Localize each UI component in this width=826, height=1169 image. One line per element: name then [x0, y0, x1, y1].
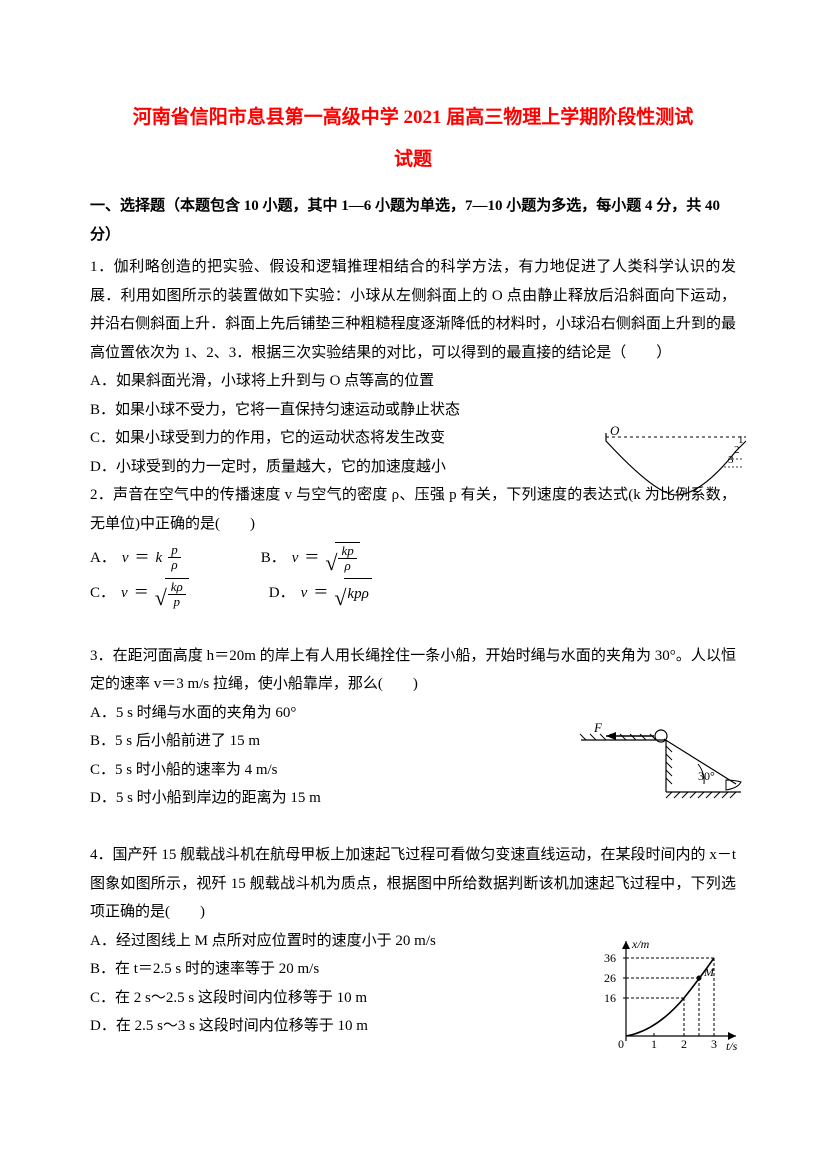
svg-text:F: F	[593, 722, 603, 735]
svg-text:O: O	[610, 423, 620, 438]
svg-text:3: 3	[728, 454, 734, 466]
question-3: 3．在距河面高度 h＝20m 的岸上有人用长绳拴住一条小船，开始时绳与水面的夹角…	[90, 642, 736, 813]
q2-options-row1: A．v＝kpρ B．v＝√kpρ	[90, 542, 736, 574]
svg-text:3: 3	[711, 1037, 717, 1051]
question-2: 2．声音在空气中的传播速度 v 与空气的密度 ρ、压强 p 有关，下列速度的表达…	[90, 481, 736, 609]
svg-text:16: 16	[604, 991, 616, 1005]
q2-option-b: B．v＝√kpρ	[261, 542, 360, 574]
svg-text:2: 2	[734, 444, 740, 456]
svg-text:t/s: t/s	[726, 1039, 738, 1053]
q1-option-b: B．如果小球不受力，它将一直保持匀速运动或静止状态	[90, 396, 736, 425]
doc-title: 河南省信阳市息县第一高级中学 2021 届高三物理上学期阶段性测试	[90, 100, 736, 136]
q3-stem: 3．在距河面高度 h＝20m 的岸上有人用长绳拴住一条小船，开始时绳与水面的夹角…	[90, 642, 736, 699]
svg-text:x/m: x/m	[631, 937, 650, 951]
svg-text:26: 26	[604, 971, 616, 985]
svg-text:0: 0	[618, 1037, 624, 1051]
svg-text:1: 1	[651, 1037, 657, 1051]
q4-figure: x/m t/s 36 26 16 0 1 2 3	[596, 936, 746, 1056]
q2-option-d: D．v＝√kpρ	[269, 578, 372, 609]
q4-option-c: C．在 2 s～2.5 s 这段时间内位移等于 10 m	[90, 984, 510, 1013]
svg-text:30°: 30°	[698, 769, 715, 783]
q4-option-a: A．经过图线上 M 点所对应位置时的速度小于 20 m/s	[90, 927, 510, 956]
q4-option-b: B．在 t＝2.5 s 时的速率等于 20 m/s	[90, 955, 510, 984]
doc-subtitle: 试题	[90, 142, 736, 178]
q4-stem: 4．国产歼 15 舰载战斗机在航母甲板上加速起飞过程可看做匀变速直线运动，在某段…	[90, 841, 736, 927]
q3-figure: F 30°	[576, 722, 746, 812]
q1-stem: 1．伽利略创造的把实验、假设和逻辑推理相结合的科学方法，有力地促进了人类科学认识…	[90, 253, 736, 367]
q2-option-c: C．v＝√kρp	[90, 578, 189, 610]
svg-text:2: 2	[681, 1037, 687, 1051]
section-header: 一、选择题（本题包含 10 小题，其中 1—6 小题为单选，7—10 小题为多选…	[90, 192, 736, 249]
question-1: 1．伽利略创造的把实验、假设和逻辑推理相结合的科学方法，有力地促进了人类科学认识…	[90, 253, 736, 481]
q4-option-d: D．在 2.5 s～3 s 这段时间内位移等于 10 m	[90, 1012, 510, 1041]
svg-text:36: 36	[604, 951, 616, 965]
q2-option-a: A．v＝kpρ	[90, 543, 181, 573]
svg-text:M: M	[703, 965, 715, 979]
q1-option-a: A．如果斜面光滑，小球将上升到与 O 点等高的位置	[90, 367, 736, 396]
q2-stem: 2．声音在空气中的传播速度 v 与空气的密度 ρ、压强 p 有关，下列速度的表达…	[90, 481, 736, 538]
question-4: 4．国产歼 15 舰载战斗机在航母甲板上加速起飞过程可看做匀变速直线运动，在某段…	[90, 841, 736, 1041]
q2-options-row2: C．v＝√kρp D．v＝√kpρ	[90, 578, 736, 610]
